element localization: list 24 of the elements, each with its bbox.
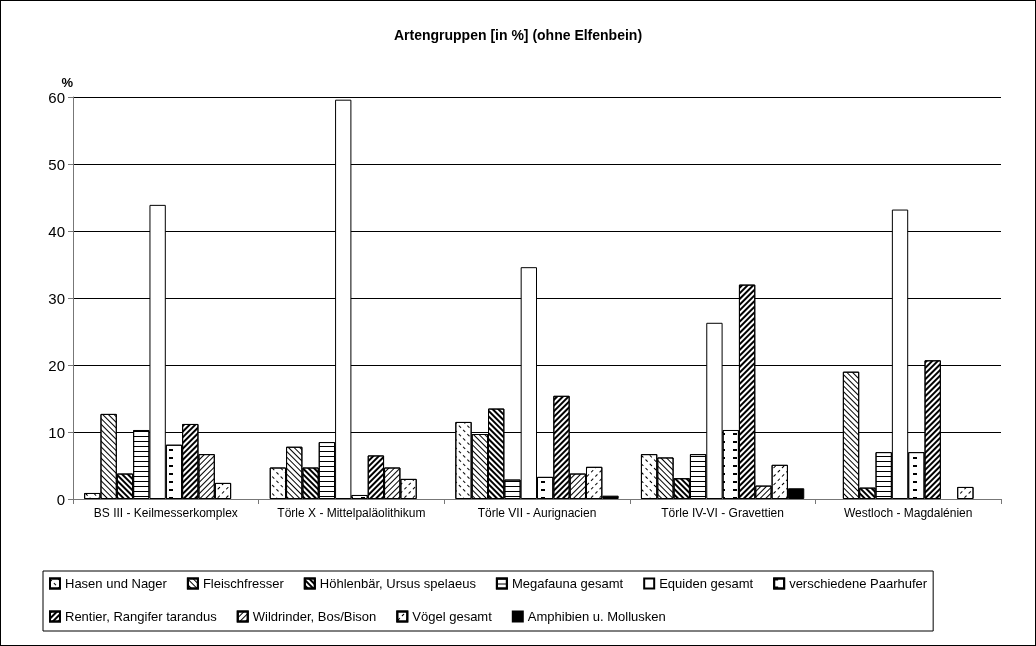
legend-label: Fleischfresser — [202, 576, 285, 591]
x-tick-label: Westloch - Magdalénien — [843, 506, 973, 520]
y-tick-label: 50 — [48, 155, 65, 173]
x-tick-label: Törle IV-VI - Gravettien — [661, 506, 784, 520]
y-tick-label: 30 — [48, 289, 65, 307]
legend-label: Hasen und Nager — [65, 576, 168, 591]
chart-title: Artengruppen [in %] (ohne Elfenbein) — [393, 27, 643, 43]
legend-label: verschiedene Paarhufer — [789, 576, 928, 591]
x-tick-label: Törle VII - Aurignacien — [477, 506, 597, 520]
legend-label: Vögel gesamt — [412, 609, 493, 624]
legend-label: Equiden gesamt — [659, 576, 754, 591]
y-tick-label: 10 — [48, 423, 65, 441]
y-axis-title: % — [61, 75, 74, 90]
y-tick-label: 60 — [48, 88, 65, 106]
y-tick-label: 0 — [56, 490, 65, 508]
legend-label: Megafauna gesamt — [511, 576, 624, 591]
x-tick-label: Törle X - Mittelpaläolithikum — [277, 506, 426, 520]
x-tick-label: BS III - Keilmesserkomplex — [93, 506, 238, 520]
y-tick-label: 20 — [48, 356, 65, 374]
legend-label: Höhlenbär, Ursus spelaeus — [319, 576, 477, 591]
y-tick-label: 40 — [48, 222, 65, 240]
legend-label: Wildrinder, Bos/Bison — [252, 609, 377, 624]
legend-label: Rentier, Rangifer tarandus — [65, 609, 218, 624]
legend-label: Amphibien u. Mollusken — [527, 609, 666, 624]
